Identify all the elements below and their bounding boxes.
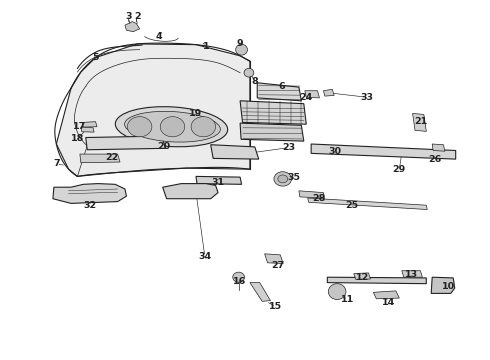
Ellipse shape [160, 117, 185, 137]
Polygon shape [125, 22, 140, 32]
Text: 13: 13 [405, 270, 418, 279]
Polygon shape [257, 83, 301, 101]
Polygon shape [308, 198, 427, 210]
Ellipse shape [236, 44, 247, 55]
Text: 4: 4 [156, 32, 163, 41]
Text: 19: 19 [189, 109, 203, 118]
Text: 22: 22 [105, 153, 119, 162]
Text: 15: 15 [270, 302, 282, 311]
Text: 31: 31 [212, 178, 224, 187]
Ellipse shape [233, 272, 245, 282]
Text: 10: 10 [442, 282, 455, 291]
Text: 16: 16 [232, 277, 246, 286]
Polygon shape [250, 283, 270, 301]
Ellipse shape [244, 68, 254, 77]
Text: 18: 18 [71, 134, 84, 143]
Polygon shape [53, 184, 126, 203]
Ellipse shape [328, 284, 346, 300]
Text: 24: 24 [299, 94, 313, 103]
Text: 26: 26 [428, 155, 442, 163]
Text: 11: 11 [341, 295, 355, 304]
Polygon shape [311, 144, 456, 159]
Text: 2: 2 [134, 13, 141, 22]
Polygon shape [305, 91, 319, 98]
Text: 28: 28 [312, 194, 325, 202]
Polygon shape [431, 277, 455, 293]
Polygon shape [80, 154, 120, 163]
Text: 32: 32 [83, 202, 96, 210]
Text: 14: 14 [382, 298, 395, 307]
Text: 29: 29 [392, 165, 406, 174]
Ellipse shape [115, 107, 228, 147]
Polygon shape [354, 273, 370, 279]
Polygon shape [56, 44, 250, 176]
Ellipse shape [191, 117, 216, 137]
Polygon shape [163, 184, 218, 199]
Text: 34: 34 [198, 252, 211, 261]
Polygon shape [299, 191, 324, 198]
Ellipse shape [127, 117, 152, 137]
Text: 27: 27 [271, 261, 285, 270]
Text: 30: 30 [328, 148, 341, 157]
Text: 8: 8 [251, 77, 258, 86]
Polygon shape [82, 122, 97, 127]
Polygon shape [323, 89, 334, 96]
Polygon shape [327, 277, 426, 284]
Polygon shape [81, 127, 94, 132]
Polygon shape [211, 145, 259, 159]
Text: 1: 1 [202, 42, 209, 51]
Text: 21: 21 [414, 117, 427, 126]
Text: 6: 6 [278, 82, 285, 91]
Text: 23: 23 [283, 143, 295, 152]
Polygon shape [86, 136, 166, 150]
Ellipse shape [278, 175, 288, 183]
Text: 25: 25 [345, 201, 358, 210]
Ellipse shape [124, 111, 220, 142]
Text: 5: 5 [92, 53, 99, 62]
Text: 17: 17 [73, 122, 87, 131]
Ellipse shape [274, 172, 292, 186]
Polygon shape [402, 271, 422, 277]
Text: 33: 33 [360, 93, 373, 102]
Polygon shape [240, 123, 304, 141]
Text: 20: 20 [158, 142, 171, 151]
Polygon shape [196, 176, 242, 184]
Polygon shape [432, 144, 445, 151]
Polygon shape [240, 101, 306, 124]
Text: 12: 12 [356, 274, 369, 282]
Text: 3: 3 [125, 13, 132, 22]
Text: 7: 7 [53, 159, 60, 168]
Polygon shape [265, 254, 283, 264]
Text: 35: 35 [288, 173, 300, 182]
Text: 9: 9 [237, 39, 244, 48]
Polygon shape [373, 291, 399, 299]
Polygon shape [413, 113, 426, 131]
